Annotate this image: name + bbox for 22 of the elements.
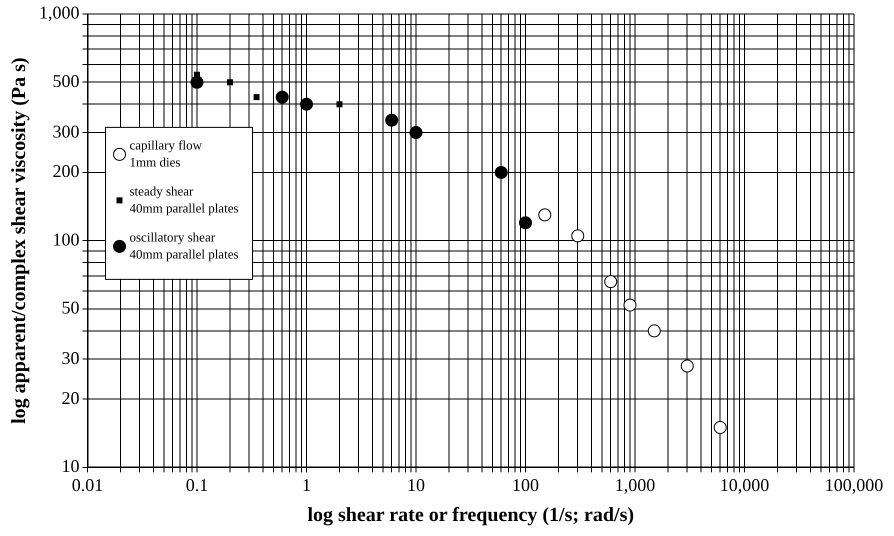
y-tick-label: 20 [62, 388, 80, 408]
x-tick-label: 100 [512, 474, 539, 495]
y-axis-title: log apparent/complex shear viscosity (Pa s) [8, 57, 30, 424]
y-tick-label: 1,000 [39, 2, 80, 23]
x-tick-label: 10,000 [720, 474, 770, 495]
y-tick-label: 30 [62, 348, 80, 368]
y-tick-label: 10 [62, 456, 80, 476]
y-tick-label: 500 [52, 70, 80, 91]
x-tick-label: 0.1 [186, 474, 208, 495]
x-tick-label: 10 [407, 474, 425, 495]
x-tick-label: 100,000 [824, 474, 884, 495]
y-tick-label: 100 [52, 229, 80, 250]
y-tick-label: 50 [62, 298, 80, 318]
y-tick-label: 200 [52, 161, 80, 182]
x-axis-title: log shear rate or frequency (1/s; rad/s) [307, 504, 634, 526]
legend-label: capillary flow 1mm dies [130, 137, 203, 170]
legend-label: steady shear 40mm parallel plates [130, 183, 239, 216]
x-tick-label: 0.01 [72, 474, 104, 495]
y-tick-label: 300 [52, 121, 80, 142]
x-tick-label: 1 [302, 474, 311, 495]
x-tick-label: 1,000 [614, 474, 656, 495]
legend-label: oscillatory shear 40mm parallel plates [130, 229, 239, 262]
